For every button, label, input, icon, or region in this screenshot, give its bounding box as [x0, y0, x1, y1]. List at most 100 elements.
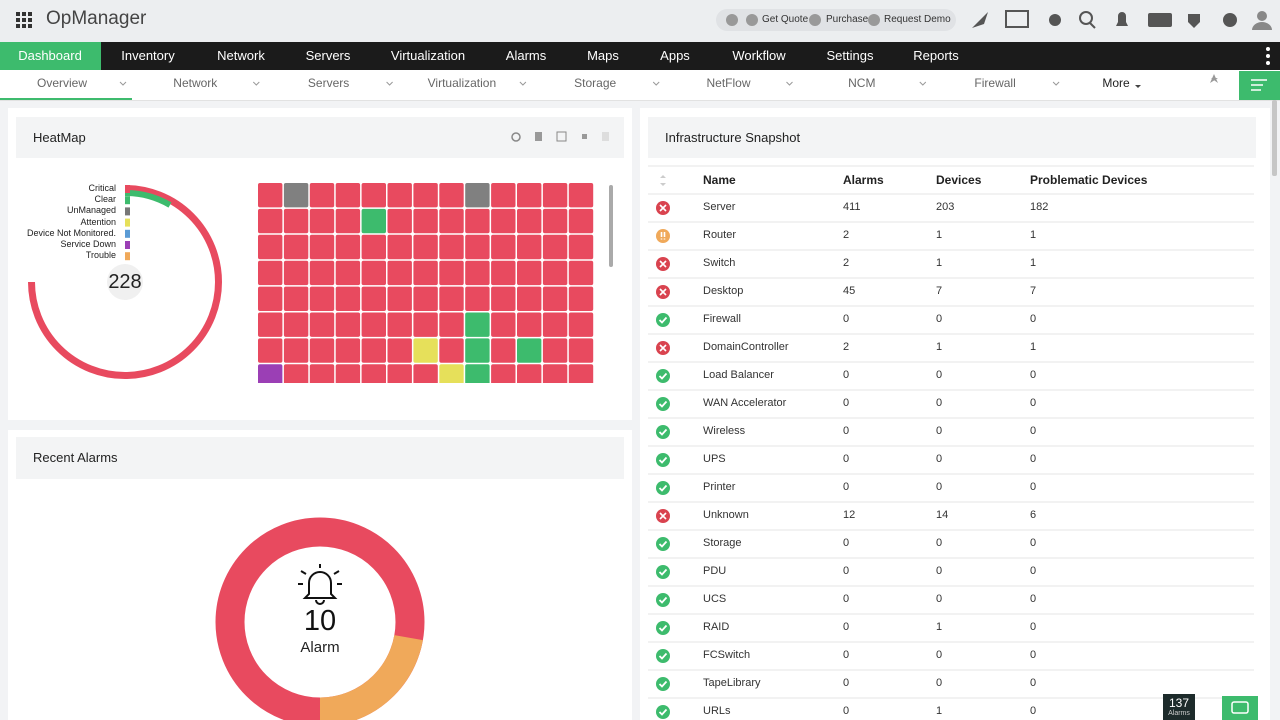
sub-nav-tab[interactable]: Virtualization	[427, 76, 497, 90]
page-scrollbar	[1272, 100, 1277, 176]
cell-name: UCS	[703, 593, 727, 605]
heatmap-cell	[258, 312, 283, 337]
cell-value: 2	[843, 341, 850, 353]
heatmap-cell	[568, 260, 594, 286]
cell-value: 6	[1030, 509, 1037, 521]
chat-icon	[1231, 701, 1249, 714]
legend-label: Critical	[88, 183, 116, 193]
heatmap-cell	[491, 234, 516, 260]
cell-value: 1	[936, 705, 943, 717]
heatmap-cell	[542, 234, 568, 260]
alarm-label: Alarm	[300, 639, 340, 656]
status-circle	[656, 453, 670, 467]
badge-count[interactable]: 137	[1168, 696, 1190, 710]
header-link[interactable]: Purchase	[826, 14, 869, 25]
sub-nav-tab[interactable]: NCM	[848, 76, 876, 90]
heatmap-cell	[439, 183, 464, 208]
heatmap-cell	[387, 234, 412, 260]
status-icon	[656, 509, 670, 523]
cell-value: 45	[843, 285, 856, 297]
status-circle	[656, 593, 670, 607]
sub-nav-tab[interactable]: NetFlow	[706, 76, 751, 90]
star-icon	[1210, 74, 1218, 83]
nav-tab[interactable]: Dashboard	[18, 48, 82, 63]
heatmap-cell	[542, 286, 568, 311]
status-icon	[656, 621, 670, 635]
heatmap-cell	[465, 338, 490, 363]
sub-nav-tab[interactable]: Storage	[574, 76, 617, 90]
heatmap-cell	[491, 183, 516, 208]
cell-name: WAN Accelerator	[703, 397, 787, 409]
column-header: Alarms	[843, 173, 884, 187]
cell-name: Storage	[703, 537, 742, 549]
alarm-badge[interactable]	[1163, 694, 1195, 720]
cell-name: TapeLibrary	[703, 677, 761, 689]
active-tab	[0, 42, 101, 70]
heatmap-cell	[542, 312, 568, 337]
nav-tab[interactable]: Virtualization	[390, 48, 466, 63]
status-glyph	[659, 204, 667, 212]
nav-tab[interactable]: Apps	[660, 48, 690, 63]
heatmap-cell	[387, 286, 412, 311]
cell-value: 0	[936, 313, 943, 325]
heatmap-cell	[413, 234, 438, 260]
status-icon	[656, 341, 670, 355]
nav-tab[interactable]: Settings	[826, 48, 874, 63]
sub-nav-tab[interactable]: Firewall	[974, 76, 1016, 90]
apps-icon	[16, 12, 32, 28]
cell-value: 0	[843, 313, 850, 325]
nav-tab[interactable]: Maps	[587, 48, 619, 63]
heatmap-cell	[387, 364, 412, 383]
status-glyph	[658, 484, 668, 492]
nav-tab[interactable]: Network	[217, 48, 265, 63]
nav-tab[interactable]: Inventory	[121, 48, 175, 63]
cell-value: 0	[936, 649, 943, 661]
status-icon	[656, 677, 670, 691]
cell-name: DomainController	[703, 341, 789, 353]
heatmap-cell	[517, 364, 542, 383]
header-link[interactable]: Request Demo	[884, 14, 951, 25]
cell-value: 0	[843, 565, 850, 577]
heatmap-cell	[361, 286, 386, 311]
cell-name: RAID	[703, 621, 730, 633]
nav-tab[interactable]: Alarms	[505, 48, 547, 63]
heatmap-grid	[258, 183, 594, 383]
heatmap-cell	[335, 286, 361, 311]
heatmap-cell	[491, 286, 516, 311]
status-icon	[656, 397, 670, 411]
cell-value: 0	[843, 705, 850, 717]
heatmap-cell	[491, 364, 516, 383]
heatmap-cell	[335, 338, 361, 363]
heatmap-cell	[465, 286, 490, 311]
dropdown-chevron	[652, 81, 660, 86]
sub-nav-tab[interactable]: Network	[173, 76, 218, 90]
cell-value: 2	[843, 257, 850, 269]
header-link[interactable]: Get Quote	[762, 14, 809, 25]
dropdown-chevron	[786, 81, 793, 86]
cell-name: Unknown	[703, 509, 749, 521]
heatmap-cell	[387, 208, 412, 234]
demo-icon	[868, 14, 880, 26]
heatmap-cell	[283, 286, 309, 311]
heatmap-cell	[361, 234, 386, 260]
sub-nav-tab[interactable]: Servers	[307, 76, 350, 90]
nav-tab[interactable]: Workflow	[732, 48, 786, 63]
nav-tab[interactable]: Servers	[305, 48, 351, 63]
nav-tab[interactable]: Reports	[913, 48, 959, 63]
status-circle	[656, 313, 670, 327]
cell-name: URLs	[703, 705, 731, 717]
chat-button[interactable]	[1222, 696, 1258, 720]
sub-nav-tab[interactable]: Overview	[36, 76, 88, 90]
badge-label[interactable]: Alarms	[1168, 710, 1190, 717]
heatmap-cell	[413, 312, 438, 337]
heatmap-cell	[258, 338, 283, 363]
add-widget-icon	[1251, 79, 1267, 91]
heatmap-cell	[517, 260, 542, 286]
heatmap-cell	[517, 312, 542, 337]
dropdown-chevron	[119, 81, 127, 86]
heatmap-cell	[309, 338, 335, 363]
heatmap-cell	[517, 234, 542, 260]
sub-nav-tab[interactable]: More	[1102, 76, 1130, 90]
